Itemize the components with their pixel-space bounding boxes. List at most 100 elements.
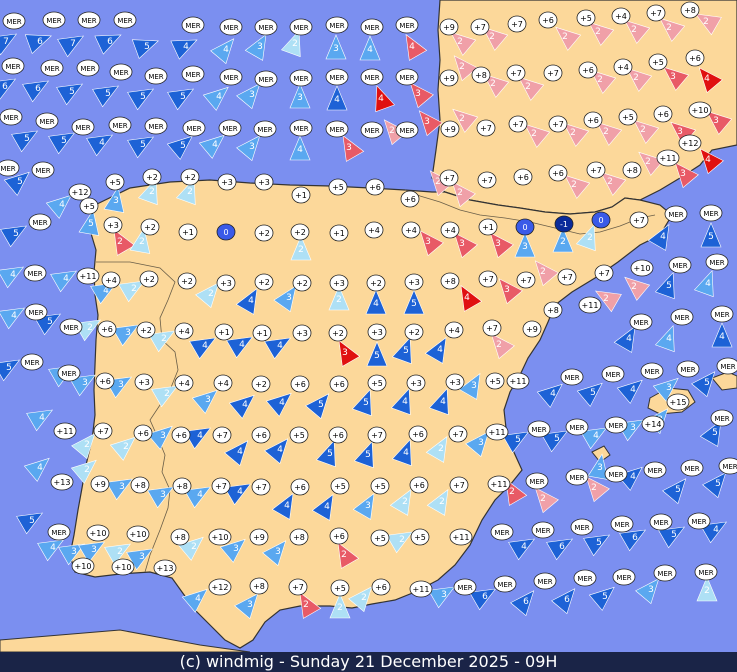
- station-bubble: [404, 273, 424, 291]
- station-bubble: [328, 324, 348, 342]
- wind-arrow: [405, 33, 428, 61]
- sea-label: MER: [497, 581, 512, 589]
- station-marker: +9: [439, 69, 459, 87]
- wind-arrow-shape: [0, 307, 26, 330]
- temperature-label: +8: [684, 6, 696, 15]
- temperature-label: +10: [115, 563, 132, 572]
- wind-arrow: [342, 134, 365, 162]
- station-bubble: [292, 274, 312, 292]
- station-bubble: [139, 270, 159, 288]
- station-bubble: [444, 321, 464, 339]
- station-marker: +3: [292, 324, 312, 342]
- wind-speed-label: 2: [117, 237, 123, 247]
- sea-label: MER: [257, 126, 272, 134]
- wind-speed-label: 3: [119, 482, 125, 492]
- wind-arrow: [502, 431, 530, 454]
- station-bubble: [214, 323, 234, 341]
- wind-arrow-shape: [189, 337, 217, 360]
- station-bubble: [404, 323, 424, 341]
- temperature-label: +4: [444, 226, 456, 235]
- temperature-label: +10: [634, 264, 651, 273]
- wind-map: 7 6 7 6 5 4 4 3 2 3 4 4 2 2 2 2 2 226 6 5 5 5 5 4 3 3 4 4 322 22 2 3 45 5…: [0, 0, 737, 652]
- wind-arrow: [638, 151, 665, 176]
- wind-arrow: [587, 453, 609, 480]
- wind-arrow-shape: [514, 232, 536, 258]
- wind-speed-label: 3: [713, 116, 719, 126]
- wind-arrow-shape: [16, 512, 44, 535]
- wind-arrow-shape: [0, 225, 28, 248]
- wind-speed-label: 5: [140, 92, 146, 102]
- wind-arrow: [234, 593, 259, 620]
- temperature-stations: MER MER MER MER MER MER MER MER MER MER MER +9 +7 +7 +…: [0, 1, 737, 598]
- wind-arrow: [348, 586, 373, 613]
- wind-speed-label: 4: [197, 431, 203, 441]
- station-bubble: [251, 478, 271, 496]
- wind-arrow: [691, 371, 716, 398]
- wind-speed-label: 6: [107, 37, 113, 47]
- sea-label: MER: [51, 529, 66, 537]
- wind-arrow: [166, 135, 193, 160]
- temperature-label: +6: [333, 532, 345, 541]
- wind-speed-label: 3: [597, 463, 603, 473]
- sea-label: MER: [364, 127, 379, 135]
- station-marker: +5: [410, 528, 430, 546]
- wind-speed-label: 4: [216, 92, 222, 102]
- temperature-label: +8: [134, 481, 146, 490]
- wind-arrow: [583, 534, 611, 557]
- station-marker: MER: [653, 564, 677, 582]
- wind-arrow: [546, 538, 574, 561]
- wind-arrow: [450, 31, 477, 56]
- station-bubble: [649, 513, 673, 531]
- temperature-label: +7: [650, 9, 662, 18]
- station-marker: +4: [174, 322, 194, 340]
- wind-speed-label: 3: [233, 544, 239, 554]
- station-marker: +7: [477, 171, 497, 189]
- station-marker: +5: [370, 529, 390, 547]
- wind-arrow-shape: [583, 534, 611, 557]
- temperature-label: +6: [412, 430, 424, 439]
- wind-speed-label: 2: [84, 440, 90, 450]
- station-bubble: [329, 375, 349, 393]
- wind-arrow: [674, 162, 699, 189]
- wind-speed-label: 3: [118, 380, 124, 390]
- station-marker: MER: [42, 11, 66, 29]
- station-marker: +11: [578, 296, 602, 314]
- station-bubble: [213, 374, 233, 392]
- station-bubble: [678, 134, 702, 152]
- wind-speed-label: 2: [490, 79, 496, 89]
- station-marker: MER: [664, 205, 688, 223]
- sea-label: MER: [399, 74, 414, 82]
- wind-arrow: [236, 83, 261, 110]
- wind-arrow-shape: [469, 588, 497, 611]
- station-marker: +3: [406, 374, 426, 392]
- temperature-label: +11: [489, 428, 506, 437]
- wind-speed-label: 5: [403, 346, 409, 356]
- station-bubble: [0, 159, 20, 177]
- wind-arrow: [594, 290, 622, 313]
- wind-arrow-shape: [112, 324, 140, 347]
- temperature-label: +3: [449, 378, 461, 387]
- station-marker: +8: [543, 301, 563, 319]
- wind-arrow-shape: [658, 526, 686, 549]
- wind-arrow: [16, 512, 44, 535]
- wind-arrow-shape: [262, 540, 287, 567]
- temperature-label: +2: [146, 173, 158, 182]
- wind-speed-label: 3: [342, 348, 348, 358]
- station-marker: MER: [573, 569, 597, 587]
- sea-label: MER: [364, 24, 379, 32]
- wind-arrow: [624, 276, 651, 301]
- station-marker: +6: [97, 320, 117, 338]
- wind-arrow: [70, 459, 97, 484]
- wind-speed-label: 4: [195, 594, 201, 604]
- station-bubble: [134, 373, 154, 391]
- sea-label: MER: [644, 368, 659, 376]
- wind-arrow-shape: [453, 232, 478, 259]
- station-marker: MER: [699, 204, 723, 222]
- wind-arrow-shape: [524, 123, 551, 148]
- wind-arrow-shape: [654, 271, 675, 300]
- station-marker: MER: [40, 59, 64, 77]
- wind-arrow-shape: [700, 222, 722, 248]
- wind-speed-label: 4: [403, 448, 409, 458]
- wind-arrow: [265, 392, 292, 417]
- wind-arrow-shape: [299, 591, 322, 619]
